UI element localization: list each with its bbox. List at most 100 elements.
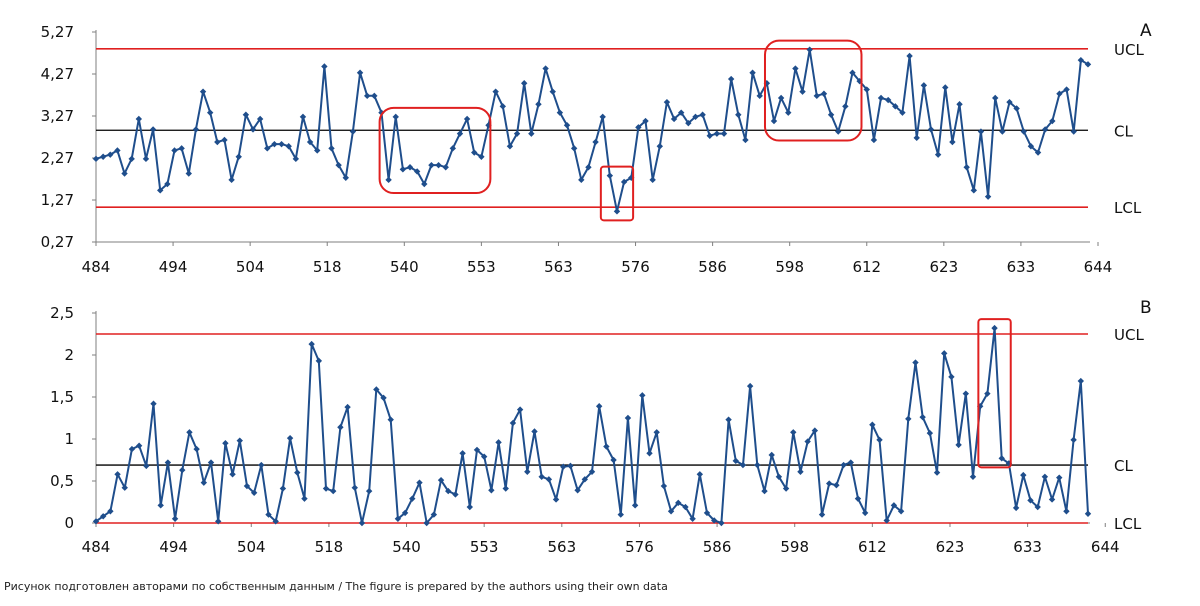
data-point <box>970 187 978 194</box>
data-point <box>656 143 663 150</box>
data-point <box>222 440 229 447</box>
data-point <box>99 153 107 160</box>
data-point <box>192 126 200 133</box>
data-point <box>185 170 192 177</box>
data-point <box>531 428 538 435</box>
data-point <box>121 170 128 177</box>
data-point <box>264 145 271 152</box>
data-point <box>1084 61 1092 68</box>
data-point <box>861 509 869 517</box>
data-point <box>321 63 328 70</box>
ucl-label: UCL <box>1114 41 1144 59</box>
data-point <box>1048 496 1056 503</box>
data-point <box>107 508 114 515</box>
data-point <box>713 130 721 137</box>
data-point <box>595 403 603 410</box>
data-point <box>756 92 763 100</box>
data-point <box>1020 471 1027 479</box>
data-point <box>749 69 756 76</box>
data-point <box>742 136 749 144</box>
data-point <box>696 471 704 478</box>
data-point <box>221 136 228 144</box>
data-point <box>449 145 457 152</box>
y-tick-label: 3,27 <box>41 107 74 125</box>
data-point <box>649 176 656 184</box>
data-point <box>991 324 998 332</box>
data-point <box>92 518 100 525</box>
highlight-box <box>378 106 492 195</box>
y-tick-label: 4,27 <box>41 65 74 83</box>
data-point <box>926 429 934 437</box>
chart-b: 0 0,5 1 1,5 2 2,5 484 494 504 518 540 553 563 576 586 5… <box>50 298 1152 556</box>
data-point <box>606 172 614 179</box>
data-point <box>813 92 821 100</box>
data-point <box>906 52 913 60</box>
x-tick-label: 623 <box>930 258 959 276</box>
x-tick-label: 504 <box>236 258 265 276</box>
data-point <box>322 485 330 492</box>
data-point <box>720 130 728 137</box>
data-point <box>820 90 828 97</box>
data-point <box>574 487 581 494</box>
x-tick-label: 586 <box>703 538 732 556</box>
data-point <box>1077 56 1085 64</box>
data-point <box>164 180 171 188</box>
data-point <box>849 69 856 76</box>
x-tick-label: 518 <box>315 538 344 556</box>
data-point <box>1063 508 1070 515</box>
data-point <box>513 130 521 137</box>
data-point <box>884 96 892 104</box>
data-point <box>535 101 542 108</box>
data-point <box>913 134 920 142</box>
data-point <box>495 439 502 446</box>
data-point <box>799 88 806 95</box>
data-point <box>114 471 121 478</box>
data-point <box>955 441 962 449</box>
data-point <box>294 469 301 476</box>
data-point <box>689 515 696 522</box>
x-tick-label: 644 <box>1091 538 1120 556</box>
data-point <box>578 176 585 184</box>
data-point <box>1056 90 1063 97</box>
data-point <box>984 193 992 200</box>
data-point <box>948 373 955 381</box>
x-tick-label: 553 <box>470 538 499 556</box>
data-point <box>811 427 819 434</box>
data-point <box>206 109 214 116</box>
data-point <box>1041 473 1049 480</box>
data-point <box>890 502 898 509</box>
data-point <box>703 509 711 517</box>
data-point <box>899 109 906 116</box>
data-point <box>806 46 813 53</box>
data-point <box>256 115 264 123</box>
data-point <box>128 155 135 163</box>
data-point <box>337 424 344 431</box>
data-point <box>1034 149 1042 156</box>
panel-label: B <box>1140 298 1152 318</box>
data-point <box>349 128 357 135</box>
data-point <box>178 145 185 152</box>
data-point <box>258 461 265 469</box>
data-point <box>782 485 790 492</box>
data-point <box>552 496 560 503</box>
y-tick-label: 1,27 <box>41 191 74 209</box>
data-point <box>663 98 671 106</box>
x-tick-label: 623 <box>936 538 965 556</box>
data-point <box>157 187 164 194</box>
data-point <box>653 429 660 436</box>
data-point <box>416 479 423 486</box>
data-point <box>164 459 172 466</box>
data-point <box>883 517 890 524</box>
data-point <box>941 350 948 357</box>
data-point <box>1020 128 1027 135</box>
data-point <box>912 359 919 366</box>
data-point <box>521 80 528 87</box>
data-point <box>835 128 842 135</box>
data-point <box>563 122 571 129</box>
data-point <box>610 456 617 464</box>
data-point <box>380 394 387 402</box>
series-line <box>95 48 1089 213</box>
data-point <box>999 128 1006 135</box>
data-point <box>1013 105 1020 112</box>
